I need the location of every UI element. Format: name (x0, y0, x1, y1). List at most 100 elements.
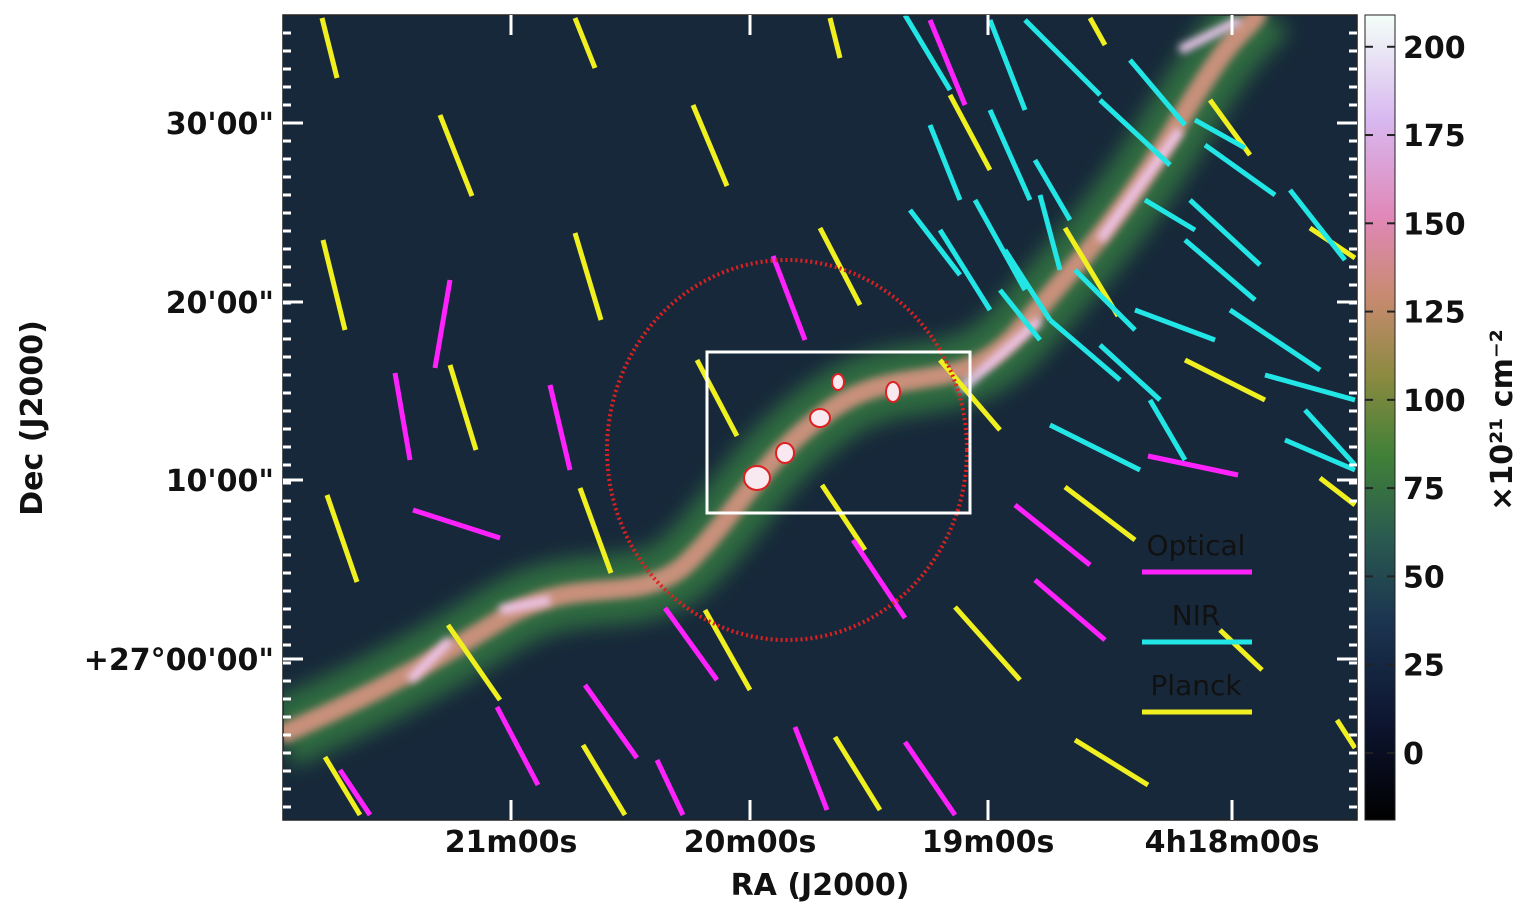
vector (972, 198, 1028, 292)
vector (1013, 503, 1092, 567)
legend-label: Planck (1150, 669, 1242, 702)
y-tick-label: 10'00" (166, 464, 274, 499)
legend-label: Optical (1147, 529, 1246, 562)
vector (817, 226, 863, 307)
vector (819, 483, 868, 552)
vector (447, 364, 479, 451)
vector (654, 758, 686, 817)
image (283, 15, 1357, 820)
vector (987, 108, 1033, 202)
colorbar-tick-label: 125 (1403, 296, 1466, 331)
vector (1098, 98, 1172, 167)
vector (1284, 437, 1356, 473)
colorbar-tick-label: 175 (1403, 119, 1466, 154)
colorbar-tick-label: 200 (1403, 31, 1466, 66)
vector (1098, 343, 1162, 402)
vector (1183, 238, 1257, 302)
vector (1023, 18, 1102, 97)
vector (832, 735, 883, 812)
vector (662, 606, 720, 682)
vector (927, 124, 963, 201)
vector (572, 232, 604, 321)
filament (283, 15, 1269, 745)
y-tick-label: +27°00'00" (84, 643, 274, 678)
circle-region (605, 258, 969, 642)
filament-peak (406, 15, 1243, 684)
vector (1143, 197, 1197, 233)
box-region (705, 350, 972, 515)
plot-frame (282, 14, 1358, 821)
vector (547, 384, 573, 471)
x-tick-label: 4h18m00s (1145, 825, 1320, 860)
vector (324, 494, 360, 583)
vector (1128, 58, 1187, 127)
colorbar (1364, 14, 1396, 821)
vector (927, 19, 968, 106)
colorbar-tick-label: 100 (1403, 384, 1466, 419)
vector (1188, 198, 1262, 267)
vector (1134, 307, 1216, 343)
vector (690, 104, 730, 187)
vector (582, 683, 640, 760)
vector (1073, 268, 1137, 332)
x-tick-label: 21m00s (445, 825, 578, 860)
vector (827, 17, 843, 59)
vector (953, 605, 1022, 682)
vector (580, 743, 628, 817)
vector (322, 755, 363, 817)
vector (792, 726, 830, 811)
vector (702, 608, 753, 692)
colorbar-tick-label: 0 (1403, 737, 1424, 772)
vector (1147, 398, 1188, 462)
vector (1303, 408, 1357, 467)
vector (432, 279, 453, 369)
vector (412, 507, 501, 541)
vector (1334, 718, 1357, 750)
vector (947, 93, 993, 172)
vector (770, 255, 808, 341)
y-tick-label: 20'00" (166, 286, 274, 321)
vector (577, 487, 614, 574)
vector (1203, 142, 1277, 198)
vector (572, 17, 598, 69)
vector (1048, 422, 1142, 473)
cores (743, 373, 901, 491)
vector (337, 768, 373, 817)
vector (1037, 194, 1063, 271)
colorbar-tick-label: 75 (1403, 472, 1445, 507)
vector (1147, 453, 1239, 478)
y-tick-label: 30'00" (166, 107, 274, 142)
vector (1048, 318, 1122, 382)
vector (1033, 578, 1107, 642)
vector (1218, 628, 1264, 672)
colorbar-tick-label: 25 (1403, 649, 1445, 684)
vector (1288, 188, 1347, 262)
vector (937, 228, 993, 312)
ticks (283, 15, 1357, 820)
y-axis-label: Dec (J2000) (15, 320, 50, 516)
vector (494, 705, 541, 787)
colorbar-tick-label: 50 (1403, 560, 1445, 595)
legend-label: NIR (1172, 599, 1221, 632)
vector (1183, 357, 1267, 403)
vector (320, 239, 348, 331)
vector (1264, 372, 1356, 403)
x-tick-label: 19m00s (922, 825, 1055, 860)
x-axis-label: RA (J2000) (731, 868, 910, 903)
vector (1073, 737, 1150, 788)
x-tick-label: 20m00s (684, 825, 817, 860)
vector (694, 358, 740, 438)
vector (902, 740, 958, 817)
vector (437, 114, 475, 197)
colorbar-label: ×10²¹ cm⁻² (1485, 329, 1520, 511)
vector (902, 15, 953, 92)
vector (908, 208, 962, 277)
vector (1193, 117, 1247, 151)
vector (850, 538, 908, 620)
colorbar-tick-label: 150 (1403, 207, 1466, 242)
vector (1228, 307, 1322, 373)
vector (1063, 485, 1137, 542)
vector (1087, 16, 1108, 47)
vector (1032, 158, 1073, 222)
